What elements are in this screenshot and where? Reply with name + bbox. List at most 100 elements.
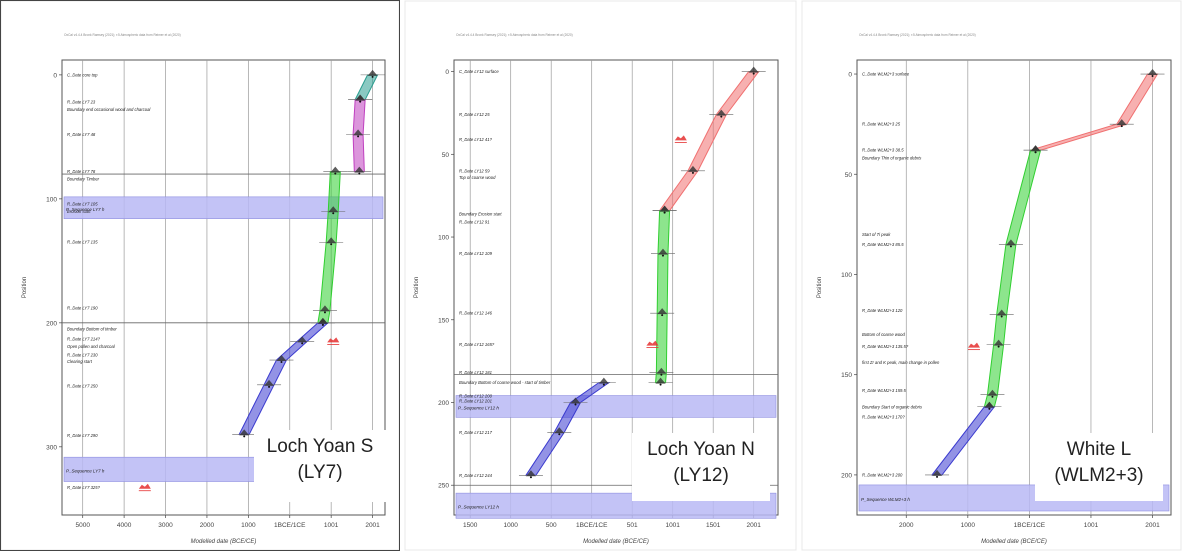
date-distribution: [1147, 69, 1158, 76]
x-tick-label: 1001: [1084, 522, 1099, 529]
sample-label: R_Date LY12 146: [459, 311, 493, 316]
date-distribution: [276, 355, 287, 362]
sample-label: Boundary Thin of organic debris: [862, 156, 922, 161]
y-tick-label: 200: [841, 472, 852, 479]
outlier-distribution: [646, 340, 659, 346]
date-distribution: [748, 66, 759, 73]
sample-label: R_Date WLM2+3 135.5?: [862, 344, 909, 349]
date-distribution: [716, 109, 727, 116]
sample-label: Boundary Timber: [67, 177, 100, 182]
sample-label: R_Date WLM2+3 170?: [862, 414, 905, 419]
chart-title-line1: Loch Yoan N: [647, 439, 755, 460]
y-axis-label: Position: [22, 277, 28, 298]
x-tick-label: 501: [627, 522, 638, 529]
date-point: [323, 311, 326, 314]
x-tick-label: 2000: [899, 522, 914, 529]
date-point: [660, 373, 663, 376]
sequence-band: [63, 196, 384, 219]
sample-label: Open pollen and charcoal: [67, 344, 116, 349]
date-point: [301, 342, 304, 345]
outlier-distribution: [138, 483, 151, 489]
date-distribution: [328, 206, 339, 213]
sequence-band-label: P_Sequence LY12 h: [458, 405, 499, 410]
sample-label: C_Date WLM2+3 surface: [862, 72, 910, 77]
chart-title-line2: (WLM2+3): [1054, 465, 1144, 486]
y-tick-label: 200: [438, 400, 449, 407]
phase-envelope: [352, 99, 366, 173]
y-tick-label: 100: [841, 272, 852, 279]
date-point: [720, 115, 723, 118]
date-distribution: [657, 248, 668, 255]
date-point: [661, 314, 664, 317]
date-distribution: [367, 69, 378, 76]
x-tick-label: 3000: [158, 522, 173, 529]
sample-label: R_Date LY7 48: [67, 132, 96, 137]
date-point: [574, 403, 577, 406]
sample-label: R_Date WLM2+3 120: [862, 308, 903, 313]
date-point: [661, 254, 664, 257]
chart-header-text: OxCal v4.4.4 Bronk Ramsey (2021); r:5 At…: [456, 33, 573, 37]
sample-label: Boundary Bottom of coarse wood - start o…: [459, 380, 551, 385]
chart-panel-ly7: OxCal v4.4.4 Bronk Ramsey (2021); r:5 At…: [0, 0, 400, 551]
chart-header-text: OxCal v4.4.4 Bronk Ramsey (2021); r:5 At…: [859, 33, 976, 37]
sample-label: Start of Ti peak: [862, 232, 891, 237]
y-axis-label: Position: [817, 277, 823, 298]
chart-panel-ly12: OxCal v4.4.4 Bronk Ramsey (2021); r:5 At…: [404, 0, 797, 551]
date-distribution: [317, 317, 328, 324]
sample-label: R_Date LY12 200: [459, 393, 493, 398]
x-tick-label: 2001: [1145, 522, 1160, 529]
date-point: [359, 100, 362, 103]
date-point: [357, 135, 360, 138]
sequence-band-label: P_Sequence LY7 h: [66, 468, 105, 473]
sequence-band-label: P_Sequence LY7 h: [66, 207, 105, 212]
date-point: [659, 383, 662, 386]
date-point: [1151, 75, 1154, 78]
date-point: [1120, 125, 1123, 128]
sample-label: R_Date LY12 244: [459, 473, 493, 478]
date-point: [602, 383, 605, 386]
date-distribution: [932, 469, 943, 476]
sample-label: R_Date WLM2+3 38.5: [862, 148, 904, 153]
date-point: [330, 243, 333, 246]
y-tick-label: 0: [445, 69, 449, 76]
outlier-distribution: [327, 337, 340, 343]
date-point: [997, 345, 1000, 348]
date-point: [558, 433, 561, 436]
x-tick-label: 1BCE/1CE: [274, 522, 306, 529]
sample-label: R_Date LY12 91: [459, 220, 490, 225]
chart-title-box-wlm: White L (WLM2+3): [1035, 433, 1163, 501]
date-distribution: [598, 377, 609, 384]
date-distribution: [1005, 239, 1016, 246]
outlier-distribution: [967, 342, 980, 348]
sample-label: R_Date LY12 217: [459, 430, 493, 435]
date-distribution: [264, 379, 275, 386]
sample-label: R_Date WLM2+3 85.5: [862, 242, 904, 247]
sample-label: R_Date LY7 23: [67, 100, 96, 105]
date-point: [752, 72, 755, 75]
y-tick-label: 250: [438, 483, 449, 490]
sample-label: Top of coarse wood: [459, 175, 496, 180]
date-point: [988, 407, 991, 410]
date-distribution: [570, 397, 581, 404]
sample-label: R_Date LY12 109: [459, 251, 493, 256]
chart-header-text: OxCal v4.4.4 Bronk Ramsey (2021); r:5 At…: [64, 33, 181, 37]
date-point: [1009, 245, 1012, 248]
date-distribution: [657, 308, 668, 315]
y-tick-label: 200: [46, 320, 57, 327]
sample-label: R_Date LY7 135: [67, 240, 98, 245]
sample-label: R_Date WLM2+3 25: [862, 122, 901, 127]
date-distribution: [319, 305, 330, 312]
sample-label: R_Date LY7 190: [67, 305, 98, 310]
sample-label: Boundary Start of organic debris: [862, 404, 923, 409]
y-tick-label: 150: [438, 317, 449, 324]
x-tick-label: 1000: [241, 522, 256, 529]
sample-label: R_Date LY12 41?: [459, 137, 493, 142]
date-distribution: [984, 401, 995, 408]
chart-title-line2: (LY7): [297, 462, 343, 483]
chart-title-box-ly12: Loch Yoan N (LY12): [632, 433, 770, 501]
date-point: [268, 385, 271, 388]
sample-label: R_Date LY7 230: [67, 353, 98, 358]
date-distribution: [354, 166, 365, 173]
x-tick-label: 1BCE/1CE: [576, 522, 608, 529]
x-tick-label: 1000: [961, 522, 976, 529]
